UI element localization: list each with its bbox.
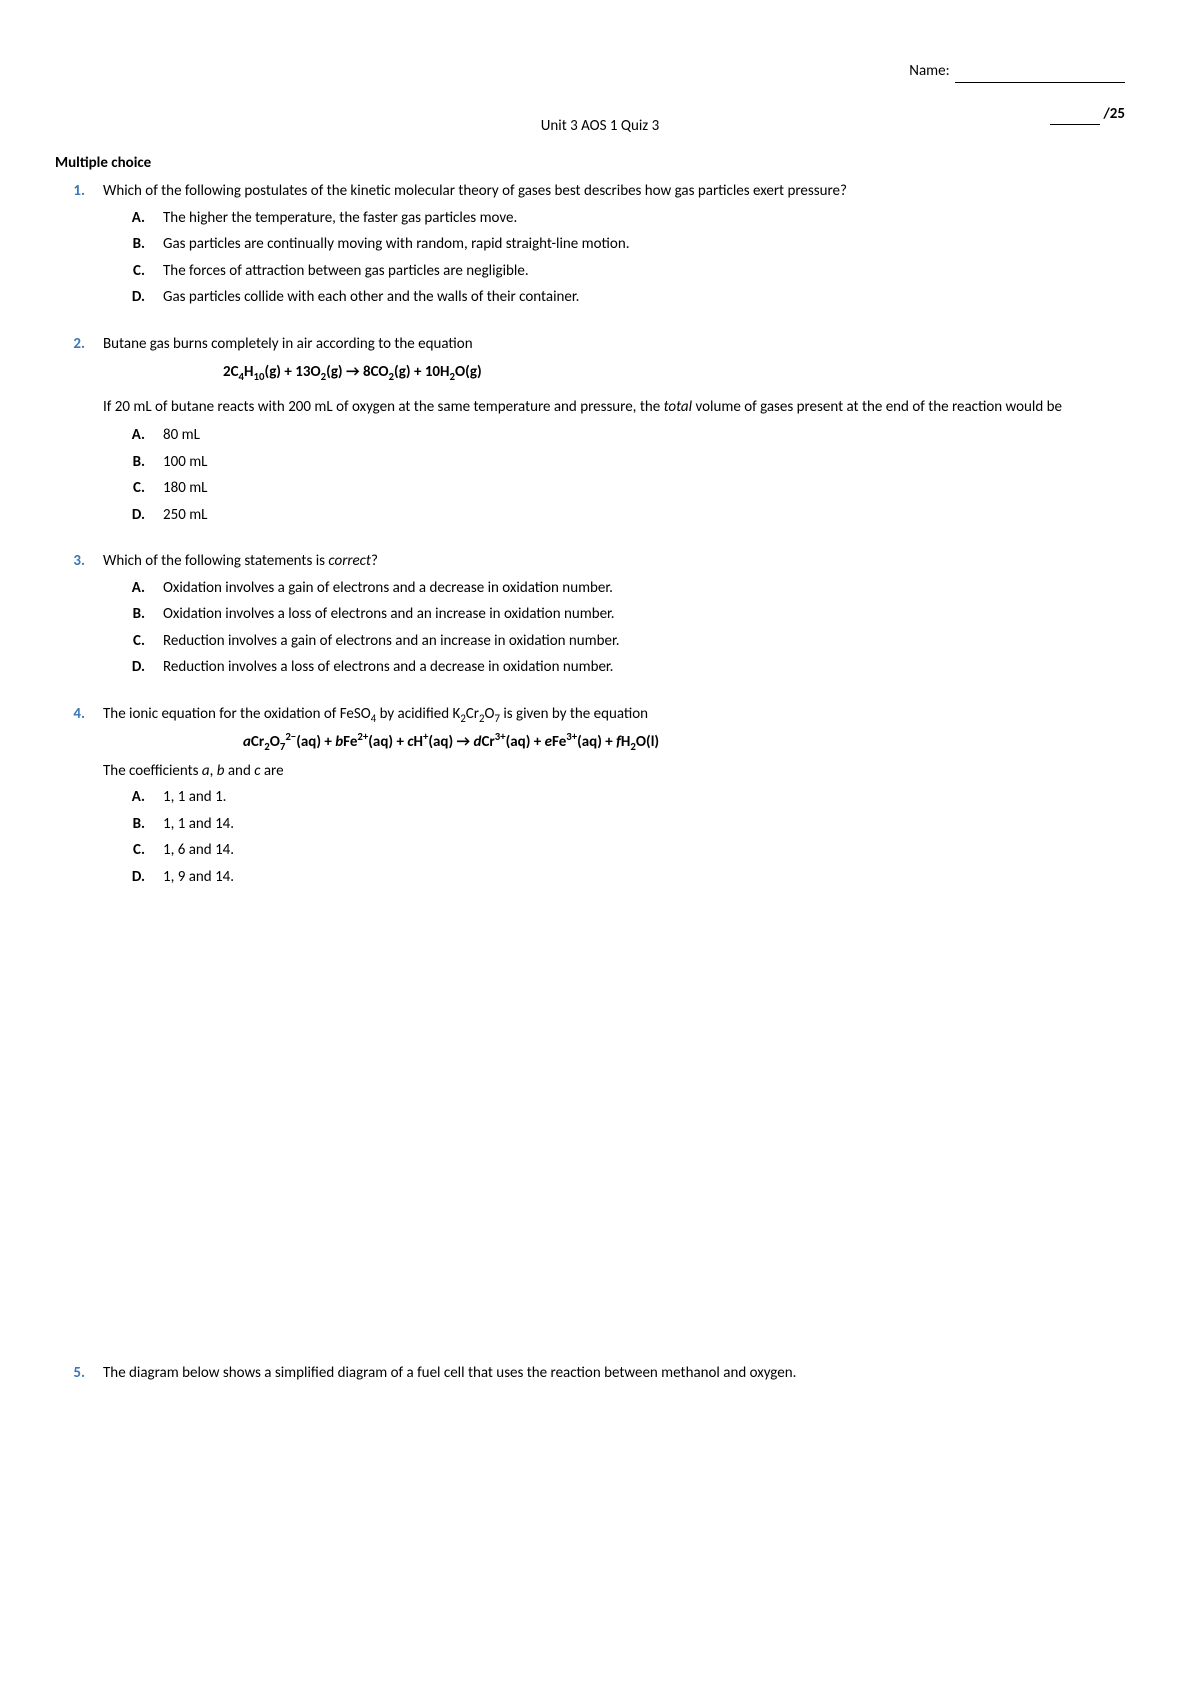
options-list: A.1, 1 and 1. B.1, 1 and 14. C.1, 6 and … (103, 786, 1145, 888)
option-text: Reduction involves a gain of electrons a… (163, 630, 1145, 653)
option-letter: A. (103, 207, 163, 230)
option-text: 100 mL (163, 451, 1145, 474)
option-letter: B. (103, 233, 163, 256)
equation: aCr2O72−(aq) + bFe2+(aq) + cH+(aq) → dCr… (103, 731, 1145, 754)
option-letter: C. (103, 630, 163, 653)
option-letter: A. (103, 577, 163, 600)
question-3: 3. Which of the following statements is … (55, 550, 1145, 679)
options-list: A.Oxidation involves a gain of electrons… (103, 577, 1145, 679)
question-number: 5. (55, 1362, 103, 1385)
option-text: 80 mL (163, 424, 1145, 447)
option-text: Gas particles are continually moving wit… (163, 233, 1145, 256)
question-number: 1. (55, 180, 103, 203)
question-1: 1. Which of the following postulates of … (55, 180, 1145, 309)
question-number: 4. (55, 703, 103, 726)
name-label: Name: (909, 62, 949, 80)
option-text: 250 mL (163, 504, 1145, 527)
option-letter: D. (103, 286, 163, 309)
question-text: The diagram below shows a simplified dia… (103, 1362, 1145, 1385)
question-5: 5. The diagram below shows a simplified … (55, 1362, 1145, 1385)
option-letter: D. (103, 504, 163, 527)
option-letter: C. (103, 260, 163, 283)
option-text: 1, 1 and 14. (163, 813, 1145, 836)
option-letter: B. (103, 813, 163, 836)
name-blank-line[interactable] (955, 69, 1125, 83)
option-letter: A. (103, 786, 163, 809)
option-letter: A. (103, 424, 163, 447)
blank-space (55, 912, 1145, 1362)
question-followup: If 20 mL of butane reacts with 200 mL of… (103, 396, 1145, 419)
options-list: A.80 mL B.100 mL C.180 mL D.250 mL (103, 424, 1145, 526)
question-4: 4. The ionic equation for the oxidation … (55, 703, 1145, 889)
option-text: 1, 6 and 14. (163, 839, 1145, 862)
question-text: Butane gas burns completely in air accor… (103, 333, 1145, 356)
option-text: Gas particles collide with each other an… (163, 286, 1145, 309)
question-number: 3. (55, 550, 103, 573)
option-text: Oxidation involves a gain of electrons a… (163, 577, 1145, 600)
option-text: 1, 1 and 1. (163, 786, 1145, 809)
question-2: 2. Butane gas burns completely in air ac… (55, 333, 1145, 527)
option-text: 1, 9 and 14. (163, 866, 1145, 889)
option-letter: C. (103, 477, 163, 500)
question-number: 2. (55, 333, 103, 356)
name-field-row: Name: (55, 60, 1145, 83)
option-letter: B. (103, 451, 163, 474)
question-text: The ionic equation for the oxidation of … (103, 703, 1145, 726)
option-text: 180 mL (163, 477, 1145, 500)
option-letter: C. (103, 839, 163, 862)
option-text: The higher the temperature, the faster g… (163, 207, 1145, 230)
score-total: /25 (1103, 105, 1125, 123)
option-text: Reduction involves a loss of electrons a… (163, 656, 1145, 679)
option-letter: D. (103, 656, 163, 679)
option-text: The forces of attraction between gas par… (163, 260, 1145, 283)
page-title: Unit 3 AOS 1 Quiz 3 (55, 115, 1145, 138)
options-list: A.The higher the temperature, the faster… (103, 207, 1145, 309)
question-text: Which of the following postulates of the… (103, 180, 1145, 203)
section-heading: Multiple choice (55, 152, 1145, 175)
question-text: Which of the following statements is cor… (103, 550, 1145, 573)
score-blank-line[interactable] (1050, 111, 1100, 125)
question-subtext: The coefficients a, b and c are (103, 760, 1145, 783)
option-letter: B. (103, 603, 163, 626)
equation: 2C4H10(g) + 13O2(g) → 8CO2(g) + 10H2O(g) (103, 361, 1145, 384)
option-letter: D. (103, 866, 163, 889)
option-text: Oxidation involves a loss of electrons a… (163, 603, 1145, 626)
